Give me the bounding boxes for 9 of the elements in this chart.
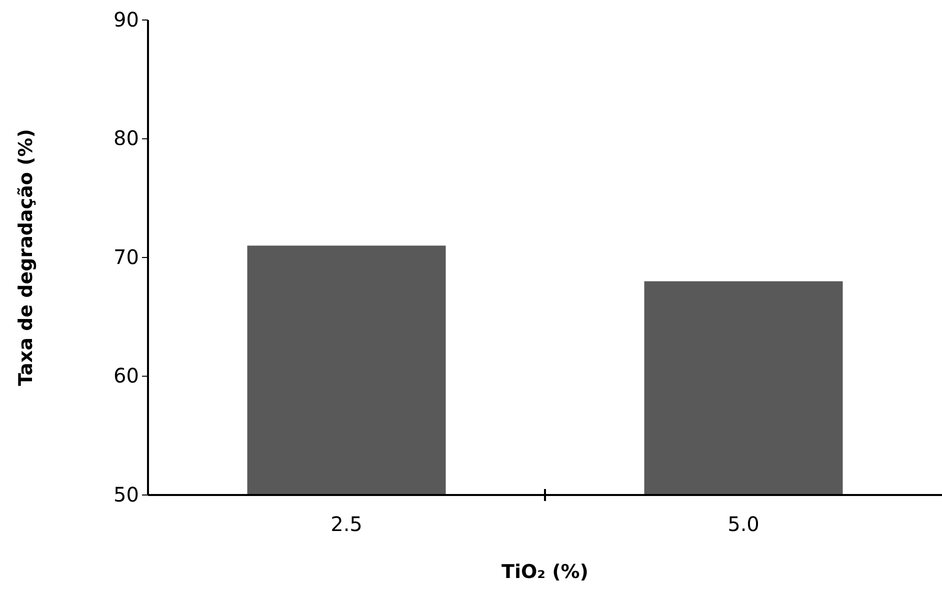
y-tick-label: 60 <box>114 364 139 388</box>
x-axis-title: TiO₂ (%) <box>502 561 588 583</box>
y-tick-label: 50 <box>114 482 139 506</box>
y-tick-label: 90 <box>114 7 139 32</box>
x-tick-label: 2.5 <box>330 512 362 536</box>
x-tick-label: 5.0 <box>728 512 760 536</box>
y-axis-title: Taxa de degradação (%) <box>15 129 37 386</box>
y-tick-label: 70 <box>114 244 139 269</box>
y-tick-label: 80 <box>114 126 139 150</box>
